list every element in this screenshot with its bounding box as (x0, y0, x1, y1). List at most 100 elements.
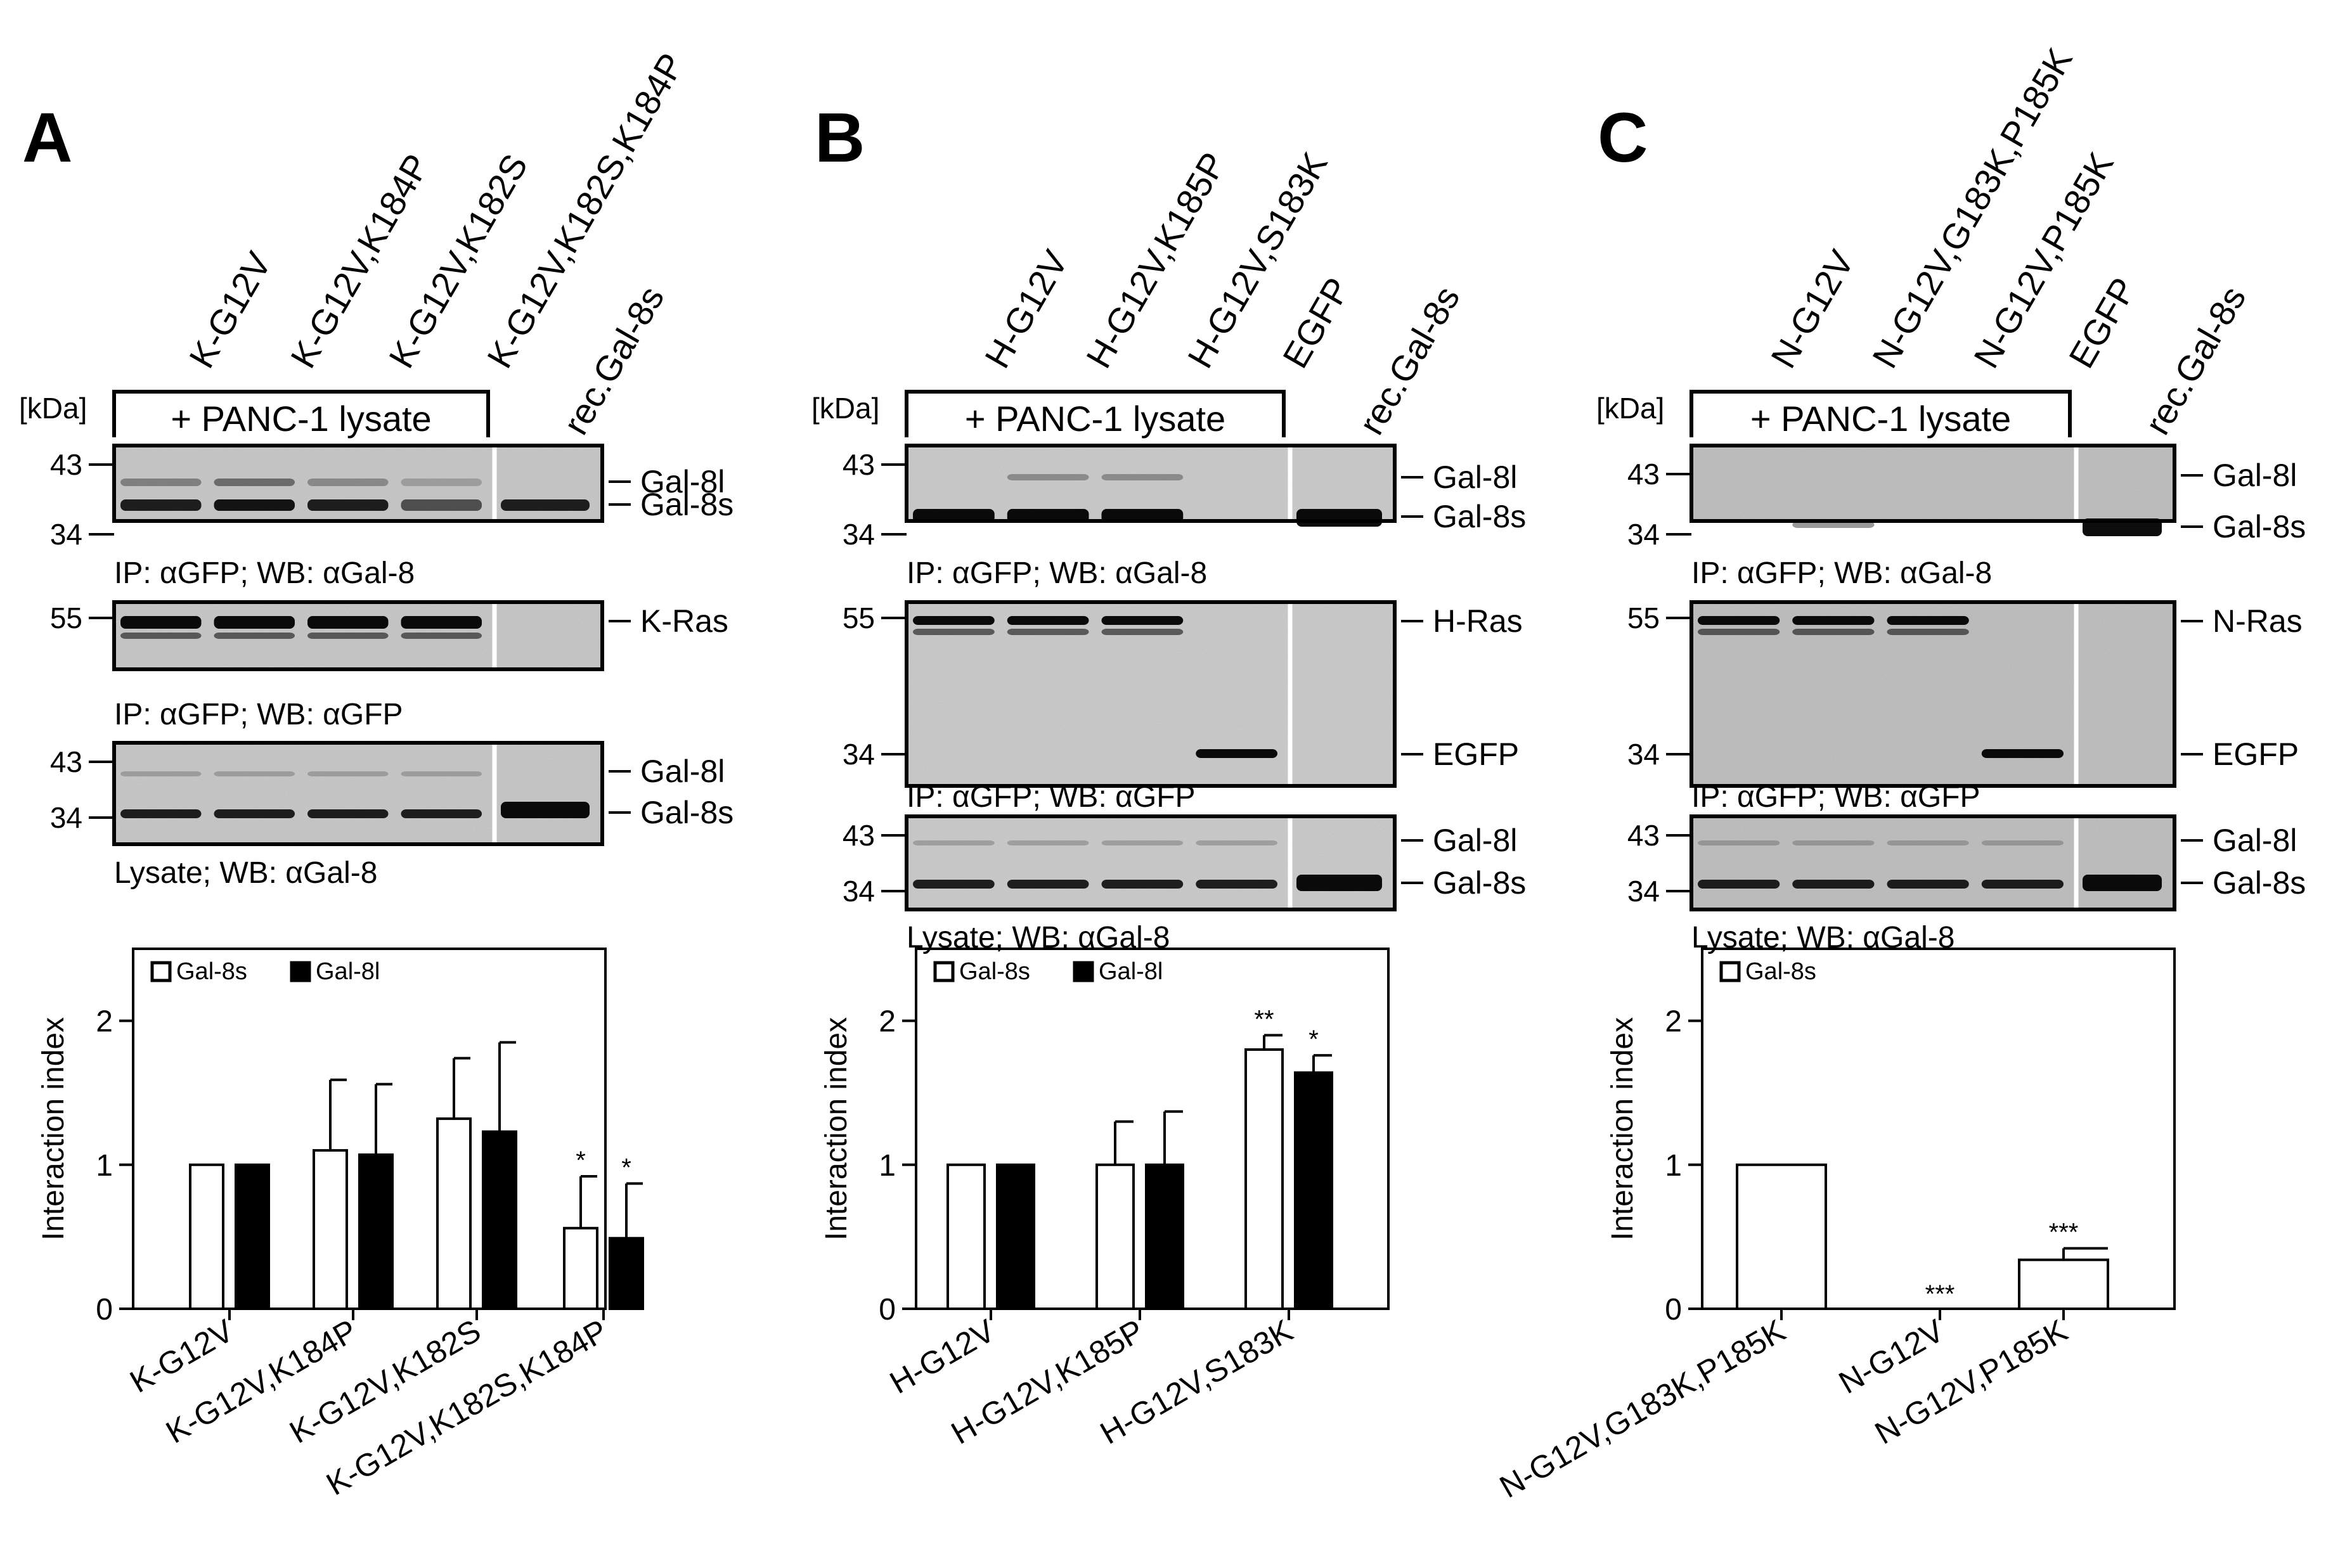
significance-label: ** (1254, 1005, 1274, 1033)
band-label-gal8l: Gal-8l (1433, 459, 1517, 495)
mw-label: 43 (50, 745, 82, 778)
mw-label: 43 (1627, 819, 1660, 852)
caption-ip-gfp: IP: αGFP; WB: αGFP (907, 780, 1196, 814)
mw-label: 34 (843, 875, 875, 908)
blot-texture (907, 446, 1395, 521)
protein-band (2083, 875, 2162, 891)
protein-band (401, 633, 482, 639)
protein-band (1196, 749, 1277, 758)
rec-gal8s-label: rec.Gal-8s (2137, 280, 2254, 441)
band-label-ras: N-Ras (2213, 603, 2303, 639)
protein-band (1887, 840, 1969, 845)
band-label-gal8s: Gal-8s (2213, 509, 2306, 544)
y-tick-label: 0 (879, 1293, 896, 1327)
band-label-ras: K-Ras (640, 603, 728, 639)
protein-band (501, 499, 590, 511)
y-tick-label: 2 (96, 1005, 113, 1039)
protein-band (1887, 616, 1969, 625)
protein-band (401, 479, 482, 486)
protein-band (120, 479, 202, 486)
mw-label: 34 (843, 738, 875, 771)
band-label-gal8l: Gal-8l (1433, 823, 1517, 858)
bar (1294, 1071, 1333, 1310)
blot-lysate (112, 741, 604, 846)
y-axis-label: Interaction index (37, 1017, 70, 1240)
mw-label: 43 (843, 819, 875, 852)
protein-band (2083, 518, 2162, 536)
protein-band (1101, 840, 1184, 845)
blot-gfp-ip (905, 600, 1397, 788)
band-label-gal8s: Gal-8s (1433, 499, 1526, 534)
blot-gfp-ip (112, 600, 604, 671)
mw-label: 34 (1627, 738, 1660, 771)
mw-label: 34 (1627, 518, 1660, 551)
kda-label: [kDa] (19, 392, 87, 425)
protein-band (1196, 880, 1277, 889)
panc-label: + PANC-1 lysate (1750, 399, 2011, 439)
plot-frame (1701, 948, 2176, 1310)
category-label: H-G12V (884, 1313, 1001, 1401)
protein-band (120, 499, 202, 511)
mw-label: 43 (843, 448, 875, 481)
rec-gal8s-label: rec.Gal-8s (555, 280, 672, 441)
protein-band (214, 633, 295, 639)
blot-texture (114, 743, 602, 844)
protein-band (1101, 474, 1184, 480)
y-axis-label: Interaction index (1606, 1017, 1639, 1240)
lane-label: EGFP (1275, 271, 1358, 375)
legend-swatch (1073, 961, 1094, 982)
protein-band (1007, 629, 1089, 635)
significance-label: * (576, 1147, 586, 1174)
protein-band (1698, 629, 1780, 635)
blot-texture (1691, 816, 2174, 909)
bar (996, 1163, 1035, 1311)
protein-band (1296, 875, 1382, 891)
band-label-gal8l: Gal-8l (2213, 823, 2297, 858)
bar (358, 1153, 394, 1310)
kda-label: [kDa] (811, 392, 879, 425)
panel-c: CN-G12V N-G12V,G183K,P185KN-G12V,P185KEGF… (1596, 41, 2306, 954)
mw-label: 43 (50, 448, 82, 481)
protein-band (1101, 509, 1184, 523)
band-label-egfp: EGFP (1433, 736, 1519, 772)
lane-label: N-G12V (1763, 243, 1862, 375)
mw-label: 34 (50, 518, 82, 551)
protein-band (1196, 840, 1277, 845)
caption-ip-gfp: IP: αGFP; WB: αGFP (1691, 780, 1980, 814)
significance-label: *** (2049, 1219, 2079, 1247)
protein-band (1007, 616, 1089, 625)
band-label-gal8l: Gal-8l (2213, 458, 2297, 493)
protein-band (1792, 522, 1875, 528)
protein-band (120, 809, 202, 818)
lane-label: K-G12V,K182S,K184P (479, 46, 692, 375)
panc-bracket (905, 390, 1286, 437)
protein-band (307, 479, 389, 486)
lane-label: H-G12V (977, 243, 1076, 375)
y-axis-label: Interaction index (820, 1017, 853, 1240)
bar (189, 1163, 224, 1311)
protein-band (307, 616, 389, 629)
protein-band (1981, 880, 2064, 889)
bar (1095, 1163, 1135, 1311)
significance-label: * (621, 1154, 631, 1181)
bar (482, 1130, 517, 1310)
protein-band (1101, 616, 1184, 625)
caption-ip-gfp: IP: αGFP; WB: αGFP (114, 698, 403, 731)
protein-band (401, 616, 482, 629)
protein-band (1698, 840, 1780, 845)
bar (313, 1149, 348, 1310)
mw-label: 34 (1627, 875, 1660, 908)
caption-ip-gal8: IP: αGFP; WB: αGal-8 (114, 556, 415, 590)
protein-band (501, 802, 590, 818)
legend-label: Gal-8s (1745, 958, 1816, 985)
protein-band (913, 509, 995, 523)
mw-label: 34 (50, 801, 82, 834)
legend-label: Gal-8l (316, 958, 380, 985)
lane-label: N-G12V,G183K,P185K (1864, 41, 2080, 375)
band-label-gal8s: Gal-8s (1433, 865, 1526, 901)
protein-band (214, 616, 295, 629)
bar (235, 1163, 270, 1311)
